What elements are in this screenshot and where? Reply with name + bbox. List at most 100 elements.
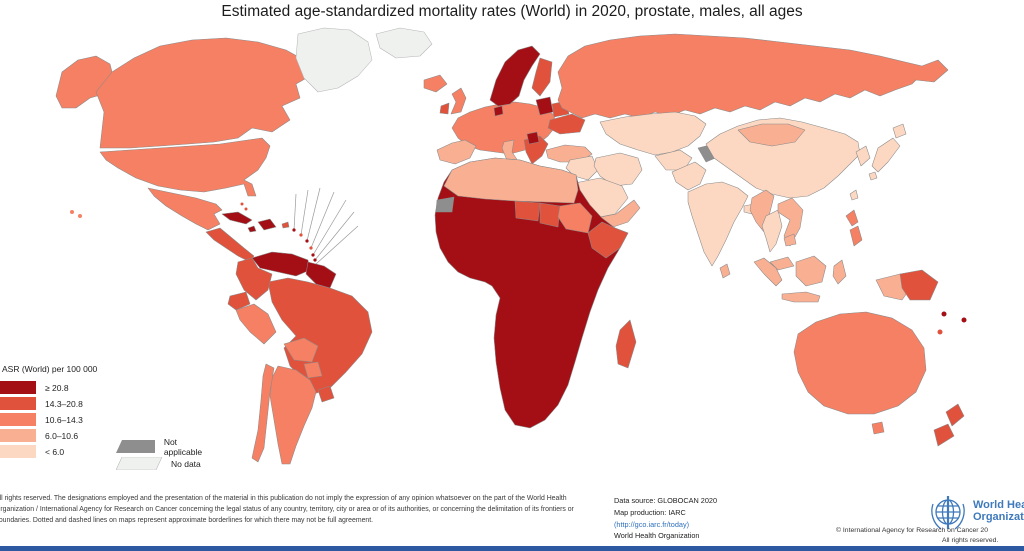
region-china xyxy=(705,117,861,199)
legend-swatch xyxy=(0,429,36,442)
region-uruguay xyxy=(317,385,335,403)
source-block: Data source: GLOBOCAN 2020 Map productio… xyxy=(614,495,717,542)
region-mexico xyxy=(147,187,223,231)
region-colombia xyxy=(235,257,273,301)
region-puerto-rico xyxy=(281,221,290,229)
legend-item-label: 6.0–10.6 xyxy=(45,430,79,441)
legend-swatch-rect xyxy=(0,445,36,458)
region-lesser-antilles xyxy=(299,233,303,237)
region-vanuatu xyxy=(941,311,947,317)
callout-line xyxy=(315,225,359,265)
region-central-america xyxy=(205,227,255,263)
legend-swatch-rect xyxy=(0,381,36,394)
legend-item: Not applicable xyxy=(116,437,209,457)
legend-item-label: No data xyxy=(171,458,201,469)
region-borneo xyxy=(795,255,827,287)
region-svalbard xyxy=(375,27,433,59)
map-legend: ASR (World) per 100 000 ≥ 20.8 14.3–20.8… xyxy=(0,364,202,470)
region-java xyxy=(781,291,821,303)
who-name: World Health Organization xyxy=(973,499,1024,523)
region-ecuador xyxy=(227,291,251,311)
region-paraguay xyxy=(303,361,323,379)
region-bahamas xyxy=(244,207,248,211)
region-madagascar xyxy=(615,319,637,369)
legend-swatch xyxy=(116,440,155,453)
legend-swatch xyxy=(0,397,36,410)
region-western-sahara xyxy=(435,196,455,213)
region-lesser-antilles xyxy=(309,246,313,250)
region-argentina xyxy=(269,365,317,465)
region-afghanistan xyxy=(654,149,693,171)
legend-item-label: Not applicable xyxy=(163,436,203,457)
region-niger xyxy=(514,200,541,222)
region-india xyxy=(687,181,749,267)
legend-special-items: Not applicable No data xyxy=(116,437,209,474)
legend-swatch-rect xyxy=(0,413,36,426)
region-chad xyxy=(539,202,561,228)
legend-swatch-na xyxy=(116,440,155,453)
region-united-kingdom xyxy=(450,87,467,115)
legend-item: No data xyxy=(116,457,209,470)
region-new-zealand-south xyxy=(933,423,955,447)
region-norway-sweden xyxy=(489,45,541,107)
region-australia xyxy=(793,311,927,415)
region-japan-hokkaido xyxy=(892,123,907,139)
region-tasmania xyxy=(871,421,885,435)
legend-item: 6.0–10.6 xyxy=(0,429,97,442)
map-footer: All rights reserved. The designations em… xyxy=(0,488,1024,546)
region-central-asia xyxy=(599,111,707,156)
region-finland xyxy=(531,57,553,97)
region-hispaniola xyxy=(257,218,277,231)
region-jamaica xyxy=(247,225,257,233)
map-title: Estimated age-standardized mortality rat… xyxy=(221,3,803,20)
region-iceland xyxy=(423,74,448,93)
region-mongolia xyxy=(737,123,806,147)
legend-item-label: 14.3–20.8 xyxy=(45,398,83,409)
legend-item: 14.3–20.8 xyxy=(0,397,97,410)
callout-line xyxy=(312,199,347,256)
region-hawaii xyxy=(70,210,74,214)
callout-line xyxy=(293,193,297,231)
region-bahamas xyxy=(240,202,244,206)
callout-line xyxy=(314,211,355,261)
region-denmark xyxy=(493,105,504,117)
legend-swatch xyxy=(0,445,36,458)
region-pakistan xyxy=(671,161,707,191)
region-lesser-antilles xyxy=(305,239,309,243)
region-guyanas xyxy=(305,261,337,289)
map-production-line: Map production: IARC xyxy=(614,507,686,517)
gco-iarc-link[interactable]: (http://gco.iarc.fr/today) xyxy=(614,519,690,529)
region-new-zealand-north xyxy=(945,403,965,427)
region-usa xyxy=(99,137,271,197)
disclaimer-text: All rights reserved. The designations em… xyxy=(0,495,574,524)
region-ukraine xyxy=(547,113,586,135)
region-north-africa xyxy=(443,157,579,204)
region-chile xyxy=(251,363,275,463)
region-hawaii xyxy=(78,214,82,218)
who-name-line2: Organization xyxy=(973,511,1024,524)
region-ethiopia-somalia xyxy=(587,221,629,259)
who-logo-icon xyxy=(931,496,965,530)
region-iberia xyxy=(436,139,477,165)
callout-line xyxy=(310,191,335,249)
callout-line xyxy=(306,187,321,242)
region-japan xyxy=(871,137,901,173)
region-new-caledonia xyxy=(937,329,943,335)
region-greenland xyxy=(295,27,373,93)
region-canada xyxy=(95,37,311,149)
legend-swatch-rect xyxy=(0,429,36,442)
rights-text: All rights reserved. xyxy=(942,537,999,544)
region-bolivia xyxy=(283,337,319,363)
legend-swatch xyxy=(116,457,162,470)
region-japan-kyushu xyxy=(868,171,878,181)
region-vietnam-laos xyxy=(777,197,804,247)
legend-item: ≥ 20.8 xyxy=(0,381,97,394)
region-solomon-islands xyxy=(925,293,931,299)
who-line: World Health Organization xyxy=(614,531,700,541)
region-sumatra xyxy=(753,257,783,287)
legend-swatch-nodata xyxy=(116,457,162,470)
callout-line xyxy=(300,189,309,236)
who-logo-block: World Health Organization xyxy=(928,493,1024,533)
region-hungary-serbia xyxy=(526,131,540,145)
